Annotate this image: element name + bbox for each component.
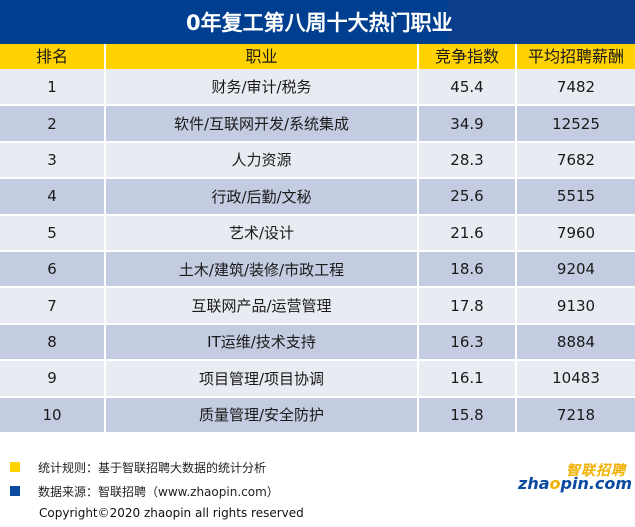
cell-index: 18.6: [418, 250, 517, 289]
table-row: 10 质量管理/安全防护 15.8 7218: [0, 396, 635, 434]
logo-chinese: 智联招聘: [566, 463, 626, 479]
blue-square-icon: [10, 486, 20, 496]
header-salary: 平均招聘薪酬: [516, 44, 635, 69]
cell-index: 21.6: [418, 214, 517, 252]
ranking-table-wrap: 排名 职业 竞争指数 平均招聘薪酬 1 财务/审计/税务 45.4 7482 2…: [0, 44, 635, 434]
header-banner: 0年复工第八周十大热门职业: [0, 0, 635, 48]
cell-rank: 4: [0, 178, 106, 216]
header-index: 竞争指数: [418, 44, 517, 69]
cell-rank: 5: [0, 214, 106, 252]
cell-rank: 2: [0, 105, 106, 143]
cell-index: 45.4: [418, 69, 517, 107]
cell-job: 人力资源: [105, 141, 419, 180]
ranking-table: 排名 职业 竞争指数 平均招聘薪酬 1 财务/审计/税务 45.4 7482 2…: [0, 44, 635, 434]
header-job: 职业: [105, 44, 419, 69]
table-row: 1 财务/审计/税务 45.4 7482: [0, 69, 635, 107]
cell-salary: 7960: [516, 214, 635, 252]
banner-blue-block: [0, 0, 448, 48]
banner-blue-right: [448, 0, 635, 44]
cell-index: 34.9: [418, 105, 517, 143]
cell-job: 项目管理/项目协调: [105, 360, 419, 398]
table-row: 2 软件/互联网开发/系统集成 34.9 12525: [0, 105, 635, 143]
cell-salary: 10483: [516, 360, 635, 398]
cell-salary: 7218: [516, 396, 635, 434]
cell-rank: 10: [0, 396, 106, 434]
cell-rank: 7: [0, 287, 106, 325]
cell-salary: 9130: [516, 287, 635, 325]
cell-rank: 3: [0, 141, 106, 180]
cell-salary: 8884: [516, 323, 635, 362]
cell-index: 16.1: [418, 360, 517, 398]
cell-index: 15.8: [418, 396, 517, 434]
cell-rank: 9: [0, 360, 106, 398]
table-header-row: 排名 职业 竞争指数 平均招聘薪酬: [0, 44, 635, 69]
footer: 统计规则：基于智联招聘大数据的统计分析 数据来源：智联招聘（www.zhaopi…: [0, 448, 635, 527]
table-row: 5 艺术/设计 21.6 7960: [0, 214, 635, 252]
cell-salary: 7482: [516, 69, 635, 107]
table-row: 9 项目管理/项目协调 16.1 10483: [0, 360, 635, 398]
logo-english: zhaopin.com: [518, 474, 632, 493]
zhaopin-logo: 智联招聘 zhaopin.com: [518, 460, 632, 493]
cell-salary: 9204: [516, 250, 635, 289]
logo-en-post: pin.com: [560, 474, 633, 493]
cell-salary: 12525: [516, 105, 635, 143]
cell-job: 软件/互联网开发/系统集成: [105, 105, 419, 143]
cell-rank: 1: [0, 69, 106, 107]
cell-index: 28.3: [418, 141, 517, 180]
legend-source: 数据来源：智联招聘（www.zhaopin.com）: [10, 482, 279, 500]
cell-salary: 5515: [516, 178, 635, 216]
table-row: 8 IT运维/技术支持 16.3 8884: [0, 323, 635, 362]
table-row: 7 互联网产品/运营管理 17.8 9130: [0, 287, 635, 325]
cell-salary: 7682: [516, 141, 635, 180]
cell-job: 质量管理/安全防护: [105, 396, 419, 434]
cell-job: IT运维/技术支持: [105, 323, 419, 362]
copyright-text: Copyright©2020 zhaopin all rights reserv…: [39, 506, 304, 520]
cell-job: 行政/后勤/文秘: [105, 178, 419, 216]
source-text: 数据来源：智联招聘（www.zhaopin.com）: [38, 484, 279, 499]
rule-text: 统计规则：基于智联招聘大数据的统计分析: [38, 460, 267, 475]
legend-rule: 统计规则：基于智联招聘大数据的统计分析: [10, 458, 266, 476]
table-row: 6 土木/建筑/装修/市政工程 18.6 9204: [0, 250, 635, 289]
cell-index: 25.6: [418, 178, 517, 216]
cell-rank: 8: [0, 323, 106, 362]
cell-rank: 6: [0, 250, 106, 289]
logo-en-o: o: [549, 474, 561, 493]
cell-index: 16.3: [418, 323, 517, 362]
table-row: 4 行政/后勤/文秘 25.6 5515: [0, 178, 635, 216]
cell-job: 财务/审计/税务: [105, 69, 419, 107]
cell-job: 艺术/设计: [105, 214, 419, 252]
table-row: 3 人力资源 28.3 7682: [0, 141, 635, 180]
cell-job: 互联网产品/运营管理: [105, 287, 419, 325]
cell-job: 土木/建筑/装修/市政工程: [105, 250, 419, 289]
cell-index: 17.8: [418, 287, 517, 325]
logo-en-pre: zha: [518, 474, 550, 493]
header-rank: 排名: [0, 44, 106, 69]
page-title: 0年复工第八周十大热门职业: [186, 11, 453, 35]
yellow-square-icon: [10, 462, 20, 472]
